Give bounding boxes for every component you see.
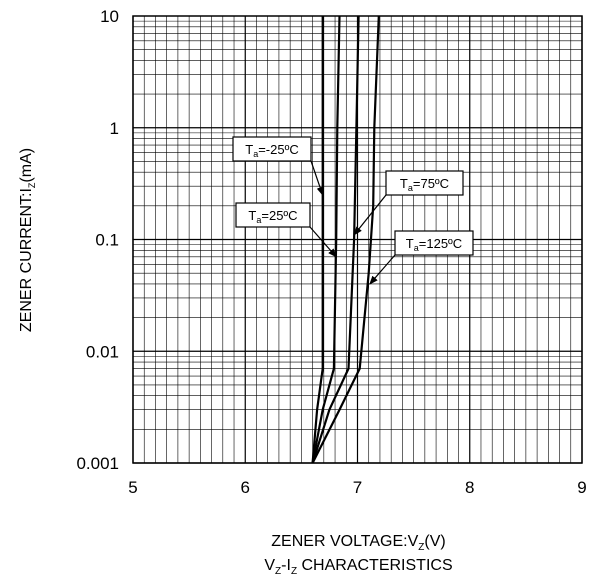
annotation-arrow — [353, 194, 387, 236]
x-tick-label: 7 — [353, 478, 362, 497]
annotation-arrow — [310, 160, 324, 196]
annotation-2: Ta=25ºC — [235, 202, 337, 258]
annotation-label: Ta=25ºC — [248, 208, 297, 225]
series-line-1 — [311, 16, 324, 464]
annotation-arrow — [369, 254, 396, 285]
x-tick-label: 6 — [241, 478, 250, 497]
annotation-box — [394, 230, 474, 256]
annotation-3: Ta=75ºC — [353, 170, 464, 236]
annotation-box — [385, 170, 464, 196]
annotation-box — [232, 136, 312, 162]
annotation-1: Ta=-25ºC — [232, 136, 324, 196]
y-tick-label: 1 — [110, 119, 119, 138]
x-axis-label: ZENER VOLTAGE:VZ(V) — [271, 533, 446, 554]
chart-subtitle: VZ-IZ CHARACTERISTICS — [264, 557, 453, 578]
plot-frame — [132, 15, 583, 464]
annotation-label: Ta=75ºC — [400, 176, 449, 193]
y-tick-label: 0.1 — [95, 231, 119, 250]
chart-series — [311, 15, 380, 464]
chart-annotations: Ta=-25ºC Ta=25ºC Ta=75ºC Ta=125ºC — [232, 136, 474, 285]
series-line-2 — [311, 15, 341, 464]
series-line-3 — [311, 15, 360, 464]
annotation-label: Ta=-25ºC — [245, 142, 299, 159]
x-tick-label: 5 — [128, 478, 137, 497]
y-tick-label: 10 — [100, 7, 119, 26]
y-tick-label: 0.001 — [76, 454, 119, 473]
annotation-label: Ta=125ºC — [406, 236, 462, 253]
x-tick-label: 9 — [577, 478, 586, 497]
series-line-4 — [311, 15, 380, 464]
annotation-box — [235, 202, 311, 228]
y-axis-label: ZENER CURRENT:IZ(mA) — [18, 148, 37, 332]
x-tick-label: 8 — [465, 478, 474, 497]
y-tick-label: 0.01 — [86, 342, 119, 361]
annotation-arrow — [309, 226, 337, 258]
annotation-4: Ta=125ºC — [369, 230, 474, 285]
chart-ticks: 5 6 7 8 9 10 1 0.1 0.01 0.001 — [76, 7, 586, 497]
